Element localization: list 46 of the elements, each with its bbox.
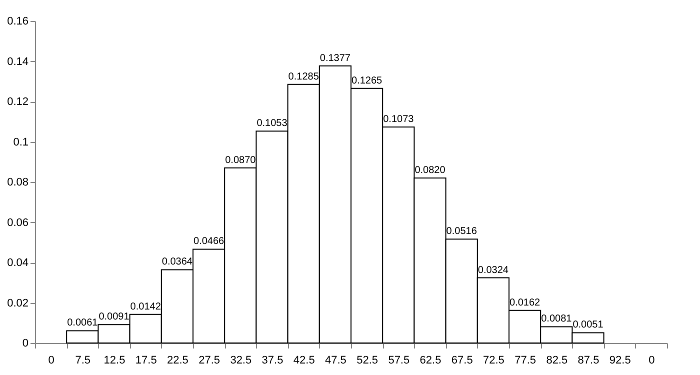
x-tick-label: 87.5 xyxy=(578,354,600,366)
x-tick-label: 92.5 xyxy=(609,354,631,366)
data-label: 0.0466 xyxy=(194,236,225,248)
data-label: 0.0081 xyxy=(541,314,572,325)
x-tick-label: 42.5 xyxy=(293,354,315,366)
data-label: 0.0142 xyxy=(130,301,162,312)
x-tick-label: 22.5 xyxy=(166,354,188,366)
y-tick-label: 0 xyxy=(22,338,28,350)
x-tick-label: 32.5 xyxy=(230,354,252,366)
y-tick-label: 0.14 xyxy=(7,56,28,68)
y-tick-label: 0.06 xyxy=(7,216,28,229)
y-tick-label: 0.1 xyxy=(13,136,28,148)
y-tick-label: 0.04 xyxy=(7,257,28,269)
data-label: 0.0162 xyxy=(510,297,541,308)
x-tick-label: 0 xyxy=(48,354,54,366)
x-tick-label: 7.5 xyxy=(75,354,91,366)
x-tick-label: 82.5 xyxy=(546,354,568,366)
x-tick-label: 52.5 xyxy=(356,354,378,366)
x-tick-label: 37.5 xyxy=(262,354,284,366)
data-label: 0.0820 xyxy=(414,164,446,176)
data-label: 0.0364 xyxy=(162,256,193,268)
data-label: 0.0324 xyxy=(478,264,509,276)
data-label: 0.0870 xyxy=(225,154,256,166)
data-label: 0.0061 xyxy=(67,318,98,329)
x-tick-label: 27.5 xyxy=(198,354,220,366)
data-label: 0.0051 xyxy=(572,320,604,331)
x-tick-label: 57.5 xyxy=(388,354,410,366)
y-tick-label: 0.16 xyxy=(7,16,28,28)
data-label: 0.1053 xyxy=(256,118,288,130)
data-label: 0.1073 xyxy=(383,114,414,126)
data-label: 0.0516 xyxy=(446,226,478,238)
x-tick-label: 47.5 xyxy=(324,354,346,366)
x-tick-label: 0 xyxy=(648,354,655,366)
x-tick-label: 67.5 xyxy=(451,354,473,366)
data-label: 0.1265 xyxy=(352,75,383,86)
x-tick-label: 72.5 xyxy=(482,354,504,366)
x-tick-label: 62.5 xyxy=(420,354,442,366)
data-label: 0.0091 xyxy=(98,312,130,323)
x-tick-label: 12.5 xyxy=(104,354,126,366)
x-tick-label: 17.5 xyxy=(135,354,157,366)
y-tick-label: 0.08 xyxy=(7,176,28,188)
y-tick-label: 0.12 xyxy=(7,96,28,108)
data-label: 0.1285 xyxy=(288,71,320,82)
data-label: 0.1377 xyxy=(320,52,351,64)
y-tick-label: 0.02 xyxy=(7,297,28,310)
x-tick-label: 77.5 xyxy=(514,354,536,366)
